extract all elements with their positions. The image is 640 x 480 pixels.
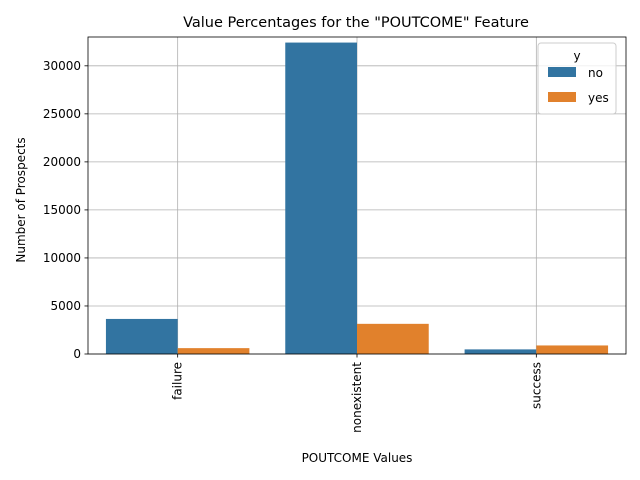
legend-swatch-no bbox=[548, 67, 576, 77]
bar-yes-nonexistent bbox=[357, 323, 429, 354]
bar-no-failure bbox=[105, 318, 178, 354]
y-tick-label: 20000 bbox=[43, 155, 81, 169]
x-tick-label: failure bbox=[171, 362, 185, 400]
y-tick-label: 10000 bbox=[43, 251, 81, 265]
y-axis-label: Number of Prospects bbox=[14, 137, 28, 262]
y-tick-label: 15000 bbox=[43, 203, 81, 217]
bar-yes-success bbox=[536, 345, 609, 354]
bars bbox=[105, 42, 609, 355]
y-tick-label: 0 bbox=[73, 347, 81, 361]
x-tick-label: nonexistent bbox=[350, 362, 364, 433]
legend-label-yes: yes bbox=[588, 91, 609, 105]
legend-title: y bbox=[573, 49, 580, 63]
bar-yes-failure bbox=[177, 348, 250, 354]
legend: y no yes bbox=[537, 42, 617, 115]
y-tick-label: 25000 bbox=[43, 107, 81, 121]
x-axis: failure nonexistent success bbox=[171, 354, 543, 433]
x-tick-label: success bbox=[529, 362, 543, 409]
y-tick-label: 5000 bbox=[50, 299, 81, 313]
y-axis: 0 5000 10000 15000 20000 25000 30000 bbox=[43, 59, 88, 361]
bar-no-success bbox=[464, 349, 537, 354]
legend-swatch-yes bbox=[548, 92, 576, 102]
x-axis-label: POUTCOME Values bbox=[302, 451, 413, 465]
legend-label-no: no bbox=[588, 66, 603, 80]
chart-title: Value Percentages for the "POUTCOME" Fea… bbox=[183, 15, 529, 31]
y-tick-label: 30000 bbox=[43, 59, 81, 73]
bar-no-nonexistent bbox=[285, 42, 357, 355]
